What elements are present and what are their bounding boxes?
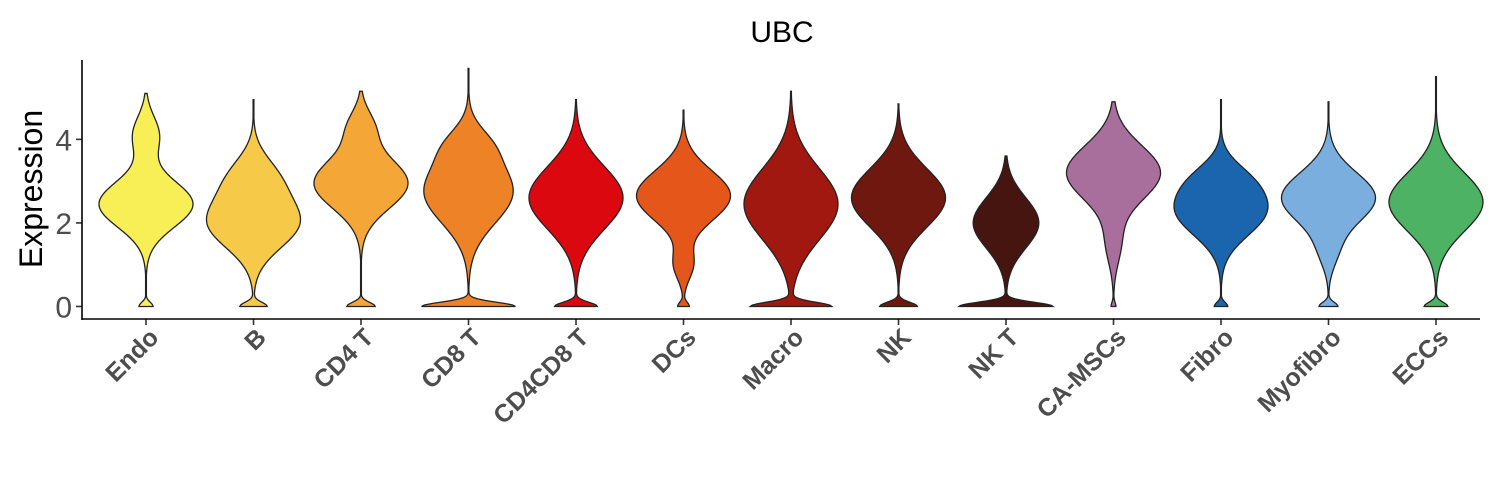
y-axis-label: Expression xyxy=(13,110,49,268)
x-tick-label-nk-t: NK T xyxy=(963,323,1024,384)
x-tick-label-cd8-t: CD8 T xyxy=(416,323,487,394)
violin-nk xyxy=(850,103,947,308)
x-tick-label-dcs: DCs xyxy=(647,323,702,378)
violin-cd4-t xyxy=(313,90,409,308)
violin-nk-t xyxy=(957,155,1055,308)
x-axis-ticks: Endo B CD4 T CD8 T CD4CD8 T DCs Macro NK NK T CA-… xyxy=(100,319,1454,430)
x-tick-label-nk: NK xyxy=(871,323,916,368)
y-tick-label: 2 xyxy=(55,208,72,241)
violin-fibro xyxy=(1173,99,1269,308)
violin-group xyxy=(98,67,1484,308)
y-tick-label: 4 xyxy=(55,124,72,157)
x-tick-label-myofibro: Myofibro xyxy=(1252,323,1346,417)
violin-cd4cd8-t xyxy=(528,99,624,308)
x-tick-label-b: B xyxy=(239,323,272,356)
chart-title: UBC xyxy=(750,16,813,49)
violin-ca-mscs xyxy=(1065,101,1162,308)
violin-dcs xyxy=(635,109,732,308)
x-tick-label-eccs: ECCs xyxy=(1387,323,1454,390)
y-axis-ticks: 0 2 4 xyxy=(55,124,82,324)
x-tick-label-endo: Endo xyxy=(100,323,164,387)
violin-endo xyxy=(98,92,194,308)
violin-myofibro xyxy=(1280,101,1377,308)
violin-cd8-t xyxy=(421,67,516,308)
violin-macro xyxy=(743,90,839,308)
violin-eccs xyxy=(1388,76,1484,308)
x-tick-label-cd4cd8-t: CD4CD8 T xyxy=(488,323,594,429)
x-tick-label-ca-mscs: CA-MSCs xyxy=(1031,323,1131,423)
violin-b xyxy=(205,99,302,308)
y-tick-label: 0 xyxy=(55,291,72,324)
x-tick-label-fibro: Fibro xyxy=(1175,323,1239,387)
x-tick-label-cd4-t: CD4 T xyxy=(308,323,379,394)
x-tick-label-macro: Macro xyxy=(737,323,809,395)
